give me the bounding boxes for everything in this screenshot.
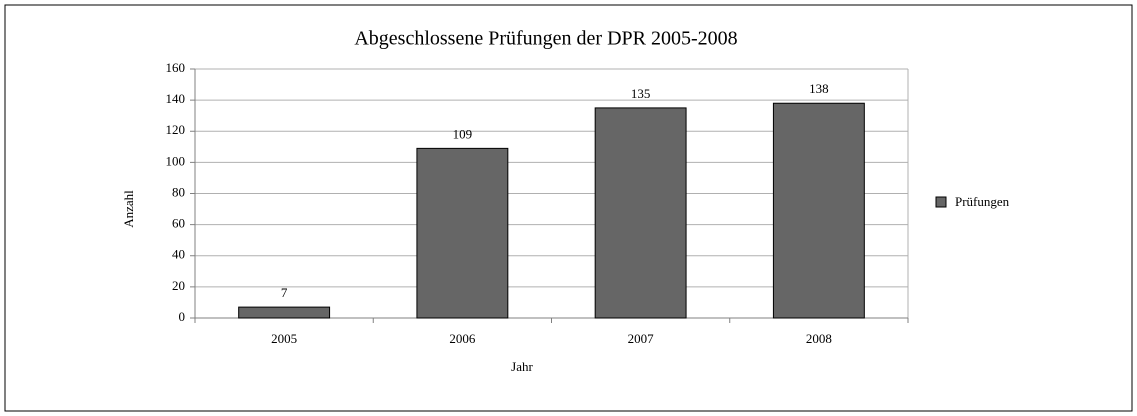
- y-tick-label: 140: [166, 91, 186, 106]
- x-axis-label: Jahr: [511, 359, 533, 374]
- y-tick-label: 120: [166, 122, 186, 137]
- y-tick-label: 80: [172, 184, 185, 199]
- bar: [238, 306, 331, 319]
- y-tick-label: 20: [172, 278, 185, 293]
- y-tick-label: 100: [166, 153, 186, 168]
- bar: [416, 147, 509, 319]
- legend-label: Prüfungen: [955, 194, 1010, 209]
- bar: [772, 102, 865, 319]
- x-tick-label: 2007: [628, 331, 655, 346]
- data-label: 7: [281, 285, 288, 300]
- x-tick-label: 2008: [806, 331, 832, 346]
- x-tick-label: 2005: [271, 331, 297, 346]
- data-label: 138: [809, 81, 829, 96]
- chart-title: Abgeschlossene Prüfungen der DPR 2005-20…: [354, 28, 737, 50]
- y-axis-label: Anzahl: [121, 190, 136, 228]
- x-tick-label: 2006: [449, 331, 476, 346]
- bar: [594, 107, 687, 319]
- data-label: 109: [453, 126, 473, 141]
- data-label: 135: [631, 86, 651, 101]
- legend-swatch: [935, 196, 947, 208]
- y-tick-label: 0: [179, 309, 186, 324]
- y-tick-label: 40: [172, 247, 185, 262]
- chart-border: [4, 4, 1133, 412]
- y-tick-label: 60: [172, 216, 185, 231]
- y-tick-label: 160: [166, 60, 186, 75]
